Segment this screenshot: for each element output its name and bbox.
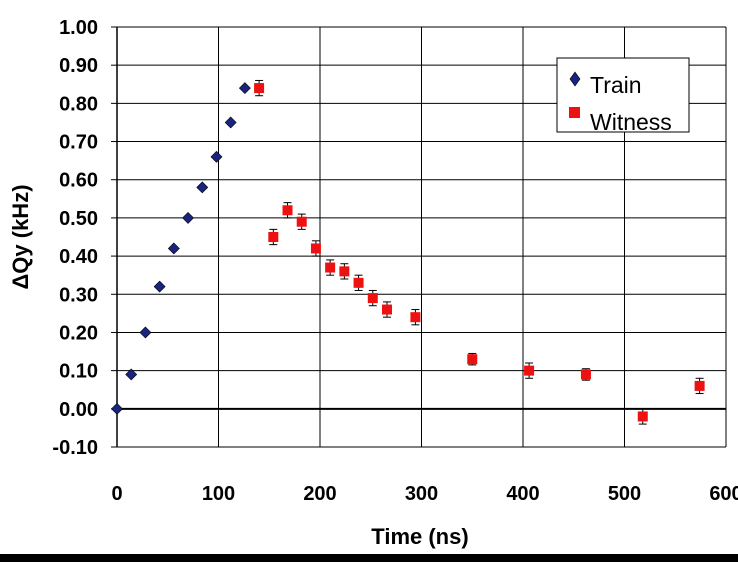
data-point [167, 242, 180, 255]
legend-box [556, 57, 690, 133]
series-witness [254, 79, 705, 425]
data-point [410, 312, 421, 323]
data-point [467, 354, 478, 365]
x-tick-labels: 0 100 200 300 400 500 600 [111, 483, 738, 505]
data-point [210, 150, 223, 163]
series-train [111, 82, 251, 415]
data-point [139, 326, 152, 339]
data-point [296, 216, 307, 227]
data-point [637, 411, 648, 422]
x-tick-label: 0 [111, 483, 122, 505]
series-layer [111, 79, 705, 425]
y-tick-label: 0.30 [59, 284, 98, 306]
x-tick-label: 300 [405, 483, 438, 505]
data-point [153, 280, 166, 293]
data-point [238, 82, 251, 95]
x-tick-label: 400 [506, 483, 539, 505]
data-point [182, 211, 194, 224]
x-tick-label: 200 [303, 483, 336, 505]
legend-train-marker [569, 71, 581, 87]
y-tick-label: 1.00 [59, 17, 98, 39]
y-axis-title: ΔQy (kHz) [8, 184, 33, 289]
legend-witness-label: Witness [590, 109, 672, 135]
legend-witness-marker [569, 107, 580, 118]
data-point [254, 83, 265, 94]
legend: Train Witness [556, 57, 690, 135]
data-point [282, 205, 293, 216]
y-tick-label: 0.10 [59, 361, 98, 383]
data-point [196, 181, 209, 194]
legend-train-label: Train [590, 72, 642, 98]
y-tick-label: 0.20 [59, 322, 98, 344]
data-point [268, 232, 279, 242]
x-tick-label: 100 [202, 483, 235, 505]
x-tick-label: 500 [608, 483, 641, 505]
bottom-border [0, 554, 738, 562]
y-tick-label: -0.10 [52, 437, 98, 459]
y-tick-label: 0.90 [59, 55, 98, 77]
data-point [310, 243, 321, 254]
y-tick-label: 0.80 [59, 93, 98, 115]
data-point [381, 304, 392, 315]
y-tick-label: 0.00 [59, 399, 98, 421]
y-tick-label: 0.50 [59, 208, 98, 230]
data-point [325, 262, 336, 273]
data-point [339, 266, 350, 277]
data-point [224, 116, 237, 129]
y-tick-label: 0.60 [59, 170, 98, 192]
axes [111, 26, 727, 448]
y-tick-label: 0.40 [59, 246, 98, 268]
data-point [111, 402, 123, 415]
data-point [524, 365, 535, 376]
data-point [125, 368, 138, 381]
data-point [353, 277, 364, 288]
y-tick-label: 0.70 [59, 132, 98, 154]
data-point [367, 293, 378, 304]
x-tick-label: 600 [709, 483, 738, 505]
y-tick-labels: -0.10 0.00 0.10 0.20 0.30 0.40 0.50 0.60 0.70 0.8… [52, 17, 98, 459]
x-axis-title: Time (ns) [371, 524, 468, 549]
data-point [694, 380, 705, 391]
data-point [580, 369, 591, 380]
